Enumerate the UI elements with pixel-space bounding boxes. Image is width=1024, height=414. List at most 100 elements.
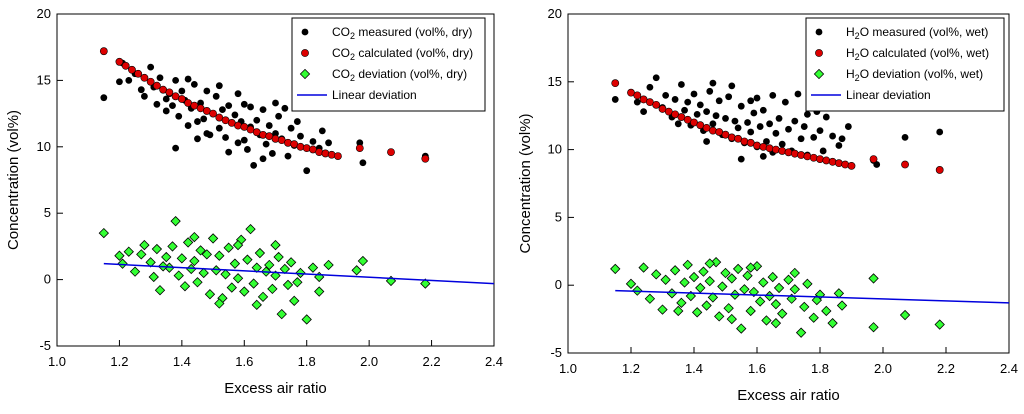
chart2-measured-point (725, 93, 733, 101)
chart1-calculated-point (334, 152, 342, 160)
chart1-deviation-point (189, 255, 200, 267)
chart1-deviation-point (232, 273, 244, 284)
chart2-deviation-point (777, 308, 788, 319)
chart1-measured-point (156, 74, 164, 82)
chart2-y-axis-title: Concentration (vol%) (517, 113, 534, 253)
chart2-calculated-point (803, 152, 812, 161)
chart1-deviation-point (323, 259, 334, 271)
chart2-calculated-point (834, 159, 843, 168)
chart2-deviation-point (742, 270, 753, 281)
chart2-measured-point (810, 133, 818, 141)
chart1-calculated-point (177, 95, 186, 103)
chart1-deviation-point (357, 255, 369, 267)
chart1-x-tick-label: 1.6 (235, 354, 253, 369)
chart1-x-tick-label: 1.0 (48, 354, 66, 369)
chart2-y-tick-label: 0 (555, 277, 562, 292)
chart2-calculated-point (935, 166, 944, 174)
chart2-deviation-point (644, 293, 656, 304)
chart2-measured-point (652, 74, 660, 82)
chart1-calculated-point (99, 47, 108, 56)
chart1-measured-point (268, 150, 276, 157)
chart1-measured-point (162, 107, 170, 115)
chart1-calculated-point (296, 142, 305, 151)
chart1-deviation-point (189, 231, 200, 243)
chart2-measured-point (769, 91, 777, 99)
chart1-deviation-point (229, 258, 241, 269)
chart2-linear-deviation-line (615, 289, 1009, 304)
chart2-measured-point (766, 120, 773, 128)
chart2-measured-point (674, 120, 682, 128)
chart2-deviation-point (723, 303, 734, 314)
chart1-measured-point (197, 99, 204, 107)
chart2-legend-marker-deviation (813, 68, 825, 80)
chart2-deviation-point (726, 273, 737, 284)
chart2-deviation-point (770, 318, 782, 329)
chart2-calculated-point (822, 156, 831, 165)
chart1-deviation-point (251, 262, 262, 273)
chart2-calculated-point (778, 147, 787, 155)
chart2-measured-point (819, 147, 827, 155)
chart1-deviation-point (248, 278, 259, 289)
chart2-plot-frame (567, 13, 1010, 354)
chart1-calculated-point (271, 134, 280, 143)
chart1-calculated-point (355, 144, 364, 153)
chart1-measured-point (231, 111, 239, 119)
chart1-measured-point (215, 124, 223, 132)
chart2-x-tick-label: 1.8 (811, 361, 829, 376)
chart2-x-tick-label: 1.0 (559, 361, 577, 376)
chart2-measured-point (759, 106, 767, 114)
chart2-calculated-point (869, 155, 878, 163)
chart2-measured-point (693, 110, 701, 118)
chart1-deviation-point (179, 281, 191, 292)
chart1-measured-point (184, 75, 192, 83)
chart2-calculated-point (771, 145, 780, 154)
chart2-measured-point (936, 128, 944, 136)
chart1-calculated-point (209, 109, 217, 118)
chart1-legend-marker-deviation (299, 68, 311, 80)
chart2-y-tick-label: -5 (550, 345, 562, 360)
chart1-deviation-point (292, 277, 303, 288)
chart2-measured-point (794, 90, 802, 98)
chart2-measured-point (706, 87, 714, 95)
chart1-calculated-point (146, 77, 155, 86)
chart2-measured-point (684, 98, 692, 106)
chart1-y-tick-label: 5 (44, 205, 51, 220)
chart1-calculated-point (165, 88, 174, 97)
chart1-calculated-point (152, 81, 161, 90)
chart1-x-tick-label: 2.4 (485, 354, 503, 369)
chart1-measured-point (194, 135, 201, 143)
chart1-calculated-point (128, 65, 136, 74)
chart2-deviation-point (761, 315, 772, 326)
chart2-measured-point (678, 81, 685, 88)
chart2-deviation-point (758, 277, 769, 288)
chart1-measured-point (281, 104, 289, 112)
chart2-deviation-point (868, 273, 879, 284)
chart1-measured-point (222, 134, 229, 141)
chart1-measured-point (262, 140, 270, 148)
chart2-legend-label: H2O deviation (vol%, wet) (846, 67, 983, 83)
chart2-deviation-point (651, 269, 662, 280)
chart1-deviation-point (226, 282, 237, 293)
chart2-calculated-point (708, 126, 717, 135)
chart1-deviation-point (176, 253, 188, 264)
chart1-deviation-point (242, 254, 253, 265)
chart1-y-tick-label: 0 (44, 272, 51, 287)
chart1-measured-point (234, 90, 242, 98)
chart1-plot-area (98, 47, 494, 325)
chart1-calculated-point (321, 149, 330, 158)
chart2-measured-point (734, 124, 742, 132)
chart1-measured-point (303, 167, 311, 175)
chart1-deviation-point (270, 239, 281, 251)
chart2-measured-point (778, 140, 786, 148)
chart2-deviation-point (714, 311, 725, 322)
chart1-measured-point (100, 94, 108, 102)
chart1-deviation-point (117, 258, 128, 269)
chart2-deviation-point (754, 296, 766, 307)
chart1-calculated-point (387, 148, 395, 157)
chart2-deviation-point (767, 271, 778, 283)
chart1-measured-point (272, 130, 279, 137)
chart2-measured-point (829, 132, 836, 140)
chart1-measured-point (219, 106, 226, 114)
co2-chart: -5 0 5 10 15 20 1.0 1.2 1.4 1.6 1.8 2.0 2.2 2.4 Excess… (5, 6, 503, 397)
chart2-calculated-point (753, 141, 761, 150)
